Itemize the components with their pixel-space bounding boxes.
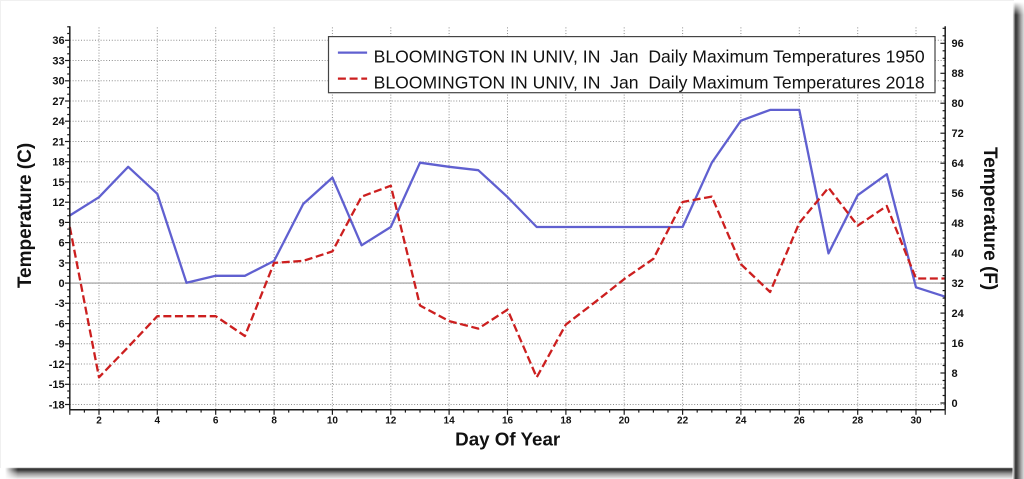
svg-text:-6: -6 xyxy=(55,319,65,331)
svg-text:14: 14 xyxy=(444,415,456,426)
svg-text:21: 21 xyxy=(52,136,64,148)
svg-text:24: 24 xyxy=(52,116,65,128)
svg-text:6: 6 xyxy=(213,415,219,426)
svg-text:18: 18 xyxy=(52,157,64,169)
svg-text:88: 88 xyxy=(952,68,964,80)
svg-text:64: 64 xyxy=(952,158,965,170)
svg-text:6: 6 xyxy=(58,238,64,250)
svg-text:-9: -9 xyxy=(55,339,65,351)
svg-text:3: 3 xyxy=(58,258,64,270)
svg-text:96: 96 xyxy=(952,38,964,50)
svg-text:Temperature (F): Temperature (F) xyxy=(979,147,1000,290)
svg-text:-3: -3 xyxy=(55,298,65,310)
svg-text:15: 15 xyxy=(52,177,64,189)
svg-text:8: 8 xyxy=(952,368,958,380)
svg-text:BLOOMINGTON IN UNIV, IN Jan: BLOOMINGTON IN UNIV, IN Jan Daily Maximu… xyxy=(374,46,925,66)
svg-text:-12: -12 xyxy=(49,359,65,371)
svg-text:30: 30 xyxy=(52,76,64,88)
svg-text:24: 24 xyxy=(952,308,965,320)
svg-text:80: 80 xyxy=(952,98,964,110)
svg-text:18: 18 xyxy=(560,415,572,426)
svg-text:Temperature (C): Temperature (C) xyxy=(15,143,36,288)
svg-text:Day Of Year: Day Of Year xyxy=(455,429,561,450)
svg-text:16: 16 xyxy=(952,338,964,350)
svg-text:20: 20 xyxy=(619,415,631,426)
svg-text:0: 0 xyxy=(58,278,64,290)
svg-text:36: 36 xyxy=(52,35,64,47)
svg-text:33: 33 xyxy=(52,55,64,67)
svg-text:56: 56 xyxy=(952,188,964,200)
svg-text:-18: -18 xyxy=(49,399,65,411)
svg-text:30: 30 xyxy=(910,415,922,426)
svg-text:27: 27 xyxy=(52,96,64,108)
svg-text:-15: -15 xyxy=(49,379,65,391)
svg-text:12: 12 xyxy=(385,415,397,426)
svg-text:22: 22 xyxy=(677,415,689,426)
svg-text:28: 28 xyxy=(852,415,864,426)
svg-text:9: 9 xyxy=(58,217,64,229)
svg-text:26: 26 xyxy=(794,415,806,426)
svg-text:40: 40 xyxy=(952,248,964,260)
svg-text:4: 4 xyxy=(155,415,161,426)
svg-text:10: 10 xyxy=(327,415,339,426)
svg-text:16: 16 xyxy=(502,415,514,426)
svg-text:72: 72 xyxy=(952,128,964,140)
svg-text:2: 2 xyxy=(96,415,102,426)
svg-text:BLOOMINGTON IN UNIV, IN Jan: BLOOMINGTON IN UNIV, IN Jan Daily Maximu… xyxy=(374,72,925,92)
svg-text:0: 0 xyxy=(952,398,958,410)
svg-text:8: 8 xyxy=(271,415,277,426)
svg-text:24: 24 xyxy=(735,415,747,426)
svg-text:12: 12 xyxy=(52,197,64,209)
svg-text:48: 48 xyxy=(952,218,964,230)
svg-text:32: 32 xyxy=(952,278,964,290)
